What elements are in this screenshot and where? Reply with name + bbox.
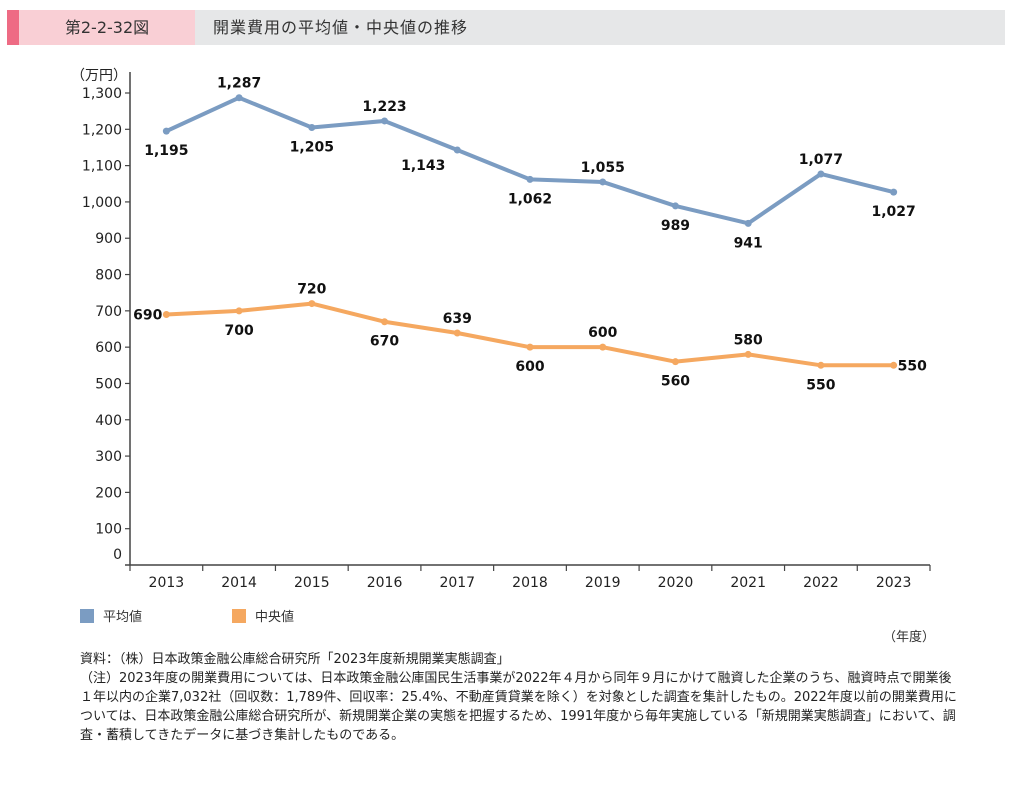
figure-title: 開業費用の平均値・中央値の推移 [213, 18, 469, 37]
chart-axes: （万円） 0 100 200 300 400 500 600 700 800 900 1,000 1,1… [71, 68, 931, 591]
data-point [890, 188, 898, 196]
legend-item-median: 中央値 [232, 606, 294, 625]
data-point [235, 307, 243, 315]
x-tick-label: 2021 [730, 575, 766, 591]
data-point [308, 300, 316, 308]
x-axis-unit-label: （年度） [883, 630, 936, 645]
data-point [599, 178, 607, 186]
x-tick-label: 2016 [367, 575, 403, 591]
data-label: 690 [133, 307, 162, 323]
y-tick-label: 1,200 [82, 122, 122, 138]
data-point [817, 361, 825, 369]
data-label: 1,055 [581, 160, 625, 176]
data-label: 1,027 [871, 204, 915, 220]
y-tick-label: 700 [95, 304, 122, 320]
source-note: 資料：（株）日本政策金融公庫総合研究所「2023年度新規開業実態調査」 [80, 652, 510, 667]
legend-label-median: 中央値 [255, 610, 295, 625]
data-point [671, 202, 679, 210]
data-point [744, 219, 752, 227]
data-label: 550 [806, 377, 835, 393]
y-tick-label: 500 [95, 376, 122, 392]
data-point [599, 343, 607, 351]
x-tick-label: 2017 [439, 575, 475, 591]
data-point [308, 123, 316, 131]
footnote: （注）2023年度の開業費用については、日本政策金融公庫国民生活事業が2022年… [80, 671, 957, 743]
y-tick-label: 300 [95, 449, 122, 465]
x-tick-label: 2022 [803, 575, 839, 591]
data-point [744, 350, 752, 358]
y-tick-label: 400 [95, 413, 122, 429]
chart-notes: 資料：（株）日本政策金融公庫総合研究所「2023年度新規開業実態調査」 （注）2… [80, 650, 960, 745]
y-tick-label: 1,100 [82, 159, 122, 175]
data-label: 941 [734, 235, 763, 251]
y-axis-unit-label: （万円） [71, 68, 127, 84]
data-label: 1,205 [290, 139, 334, 155]
data-label: 989 [661, 218, 690, 234]
x-tick-label: 2019 [585, 575, 621, 591]
x-tick-label: 2013 [149, 575, 185, 591]
series-line-median [166, 301, 894, 368]
data-label: 1,287 [217, 76, 261, 92]
chart-data-labels: 1,195 1,287 1,205 1,223 1,143 1,062 1,055 989 94… [133, 76, 927, 394]
y-tick-label: 800 [95, 268, 122, 284]
chart-series [162, 94, 898, 369]
data-label: 1,143 [401, 158, 445, 174]
data-label: 720 [297, 282, 326, 298]
legend-item-mean: 平均値 [80, 606, 142, 625]
x-tick-label: 2023 [876, 575, 912, 591]
y-tick-label: 1,000 [82, 195, 122, 211]
data-point [453, 146, 461, 154]
x-tick-label: 2020 [658, 575, 694, 591]
legend-swatch-mean [80, 609, 94, 623]
y-tick-label: 200 [95, 485, 122, 501]
data-label: 639 [443, 311, 472, 327]
data-point [381, 117, 389, 125]
y-tick-label: 0 [113, 547, 122, 563]
legend-swatch-median [232, 609, 246, 623]
data-point [817, 170, 825, 178]
data-label: 1,195 [144, 143, 188, 159]
data-point [526, 343, 534, 351]
y-tick-label: 600 [95, 340, 122, 356]
data-label: 1,062 [508, 191, 552, 207]
data-label: 560 [661, 374, 690, 390]
header-accent-bar [7, 10, 19, 45]
figure-number: 第2-2-32図 [19, 10, 195, 45]
x-tick-label: 2018 [512, 575, 548, 591]
data-point [453, 329, 461, 337]
figure-header: 第2-2-32図 開業費用の平均値・中央値の推移 [7, 10, 1005, 45]
legend-label-mean: 平均値 [103, 610, 143, 625]
data-label: 550 [898, 358, 927, 374]
data-point [162, 127, 170, 135]
data-label: 1,223 [362, 99, 406, 115]
data-point [235, 94, 243, 102]
data-label: 670 [370, 334, 399, 350]
data-point [162, 310, 170, 318]
data-label: 580 [734, 332, 763, 348]
data-label: 600 [515, 359, 544, 375]
data-point [381, 318, 389, 326]
y-tick-label: 100 [95, 522, 122, 538]
x-tick-label: 2015 [294, 575, 330, 591]
line-chart: （万円） 0 100 200 300 400 500 600 700 800 900 1,000 1,1… [71, 68, 931, 591]
x-tick-label: 2014 [221, 575, 257, 591]
data-label: 600 [588, 325, 617, 341]
data-point [526, 175, 534, 183]
y-tick-label: 1,300 [82, 86, 122, 102]
data-label: 700 [224, 323, 253, 339]
data-point [671, 358, 679, 366]
data-label: 1,077 [799, 152, 843, 168]
y-tick-label: 900 [95, 231, 122, 247]
data-point [890, 361, 898, 369]
